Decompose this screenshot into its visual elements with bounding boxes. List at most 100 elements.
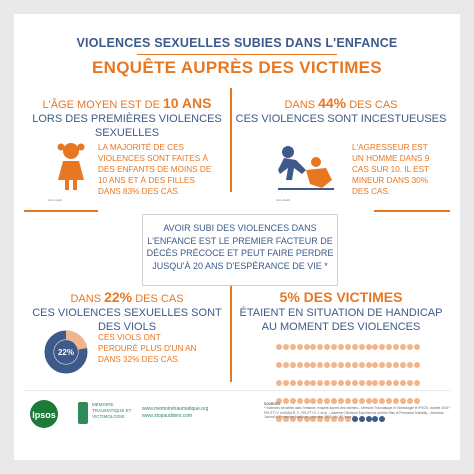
dot xyxy=(338,362,345,368)
horizontal-divider-left xyxy=(24,210,98,212)
dot xyxy=(344,362,351,368)
rape-heading-value: 22% xyxy=(104,289,133,305)
url-memoire[interactable]: www.memoiretraumatique.org xyxy=(142,406,209,412)
dot xyxy=(358,344,365,350)
dot xyxy=(276,380,282,386)
dot xyxy=(358,362,365,368)
dot xyxy=(289,416,296,422)
dot xyxy=(400,398,407,404)
dot xyxy=(400,362,407,368)
dot-highlight xyxy=(372,416,379,422)
dot xyxy=(365,380,372,386)
incest-heading-suffix: DES CAS xyxy=(346,99,398,111)
dot xyxy=(303,380,310,386)
dot xyxy=(324,380,331,386)
dot xyxy=(276,416,282,422)
dot xyxy=(303,398,310,404)
dot xyxy=(289,344,296,350)
url-stop[interactable]: www.stopauddeni.com xyxy=(142,413,193,419)
dot xyxy=(351,362,358,368)
dot xyxy=(331,362,338,368)
vertical-divider-bottom xyxy=(230,284,232,382)
age-heading-value: 10 ANS xyxy=(162,95,212,111)
dot xyxy=(372,344,379,350)
dot xyxy=(331,398,338,404)
dot xyxy=(296,362,303,368)
dot xyxy=(393,398,400,404)
dot xyxy=(413,344,420,350)
memoire-logo-text: MÉMOIRE TRAUMATIQUE ET VICTIMOLOGIE xyxy=(92,402,132,419)
sources-title: SOURCES xyxy=(264,402,280,406)
dot xyxy=(317,398,324,404)
dot xyxy=(351,344,358,350)
dot xyxy=(393,344,400,350)
dot xyxy=(351,398,358,404)
dot xyxy=(365,362,372,368)
dot xyxy=(344,398,351,404)
incest-stat-text: L'AGRESSEUR EST UN HOMME DANS 9 CAS SUR … xyxy=(352,143,430,196)
dot xyxy=(303,416,310,422)
dot xyxy=(324,416,331,422)
age-heading-line-2: LORS DES PREMIÈRES VIOLENCES SEXUELLES xyxy=(32,113,222,139)
dot xyxy=(310,416,317,422)
dot xyxy=(296,416,303,422)
dot xyxy=(393,362,400,368)
dot xyxy=(379,362,386,368)
incest-heading-line-2: CES VIOLENCES SONT INCESTUEUSES xyxy=(235,113,447,125)
dot xyxy=(386,344,393,350)
dot-highlight xyxy=(379,416,386,422)
dot xyxy=(282,416,289,422)
dot xyxy=(331,344,338,350)
key-statement-box: AVOIR SUBI DES VIOLENCES DANS L'ENFANCE … xyxy=(142,214,338,286)
donut-label: 22% xyxy=(58,348,74,357)
dot xyxy=(317,362,324,368)
dot xyxy=(289,362,296,368)
incest-heading-value: 44% xyxy=(318,95,347,111)
vertical-divider-top xyxy=(230,88,232,192)
panel-incest-heading: DANS 44% DES CAS CES VIOLENCES SONT INCE… xyxy=(232,96,450,126)
rape-heading-suffix: DES CAS xyxy=(132,293,184,305)
dot xyxy=(406,362,413,368)
dot xyxy=(310,380,317,386)
dot-highlight xyxy=(351,416,358,422)
handicap-dot-grid xyxy=(276,338,426,428)
dot xyxy=(338,398,345,404)
dot xyxy=(282,362,289,368)
dot xyxy=(276,398,282,404)
memoire-logo-icon xyxy=(78,402,88,424)
incest-heading-prefix: DANS xyxy=(284,99,319,111)
dot xyxy=(413,362,420,368)
dot xyxy=(303,362,310,368)
rape-heading-prefix: DANS xyxy=(70,293,105,305)
dot xyxy=(379,398,386,404)
panel-rape-heading: DANS 22% DES CAS CES VIOLENCES SEXUELLES… xyxy=(24,290,230,334)
dot xyxy=(338,380,345,386)
dot xyxy=(317,416,324,422)
dot xyxy=(317,344,324,350)
dot xyxy=(379,344,386,350)
dot xyxy=(296,380,303,386)
rape-donut-chart: 22% xyxy=(44,330,88,374)
sources-text: * Violences sexuelles dans l'enfance, en… xyxy=(264,406,451,420)
dot xyxy=(400,344,407,350)
dot xyxy=(365,344,372,350)
dot xyxy=(317,380,324,386)
donut-highlight-arc xyxy=(65,330,88,351)
dot xyxy=(276,344,282,350)
girl-icon-credit: Icon credit xyxy=(48,198,62,202)
dot xyxy=(406,344,413,350)
handicap-heading-value: 5% xyxy=(279,289,300,305)
infographic-page: VIOLENCES SEXUELLES SUBIES DANS L'ENFANC… xyxy=(14,14,460,460)
panel-handicap-heading: 5% DES VICTIMES ÉTAIENT EN SITUATION DE … xyxy=(232,290,450,334)
handicap-heading-line-3: AU MOMENT DES VIOLENCES xyxy=(261,321,421,333)
handicap-heading-line-2: ÉTAIENT EN SITUATION DE HANDICAP xyxy=(239,307,443,319)
dot xyxy=(413,398,420,404)
dot-highlight xyxy=(365,416,372,422)
dot xyxy=(344,344,351,350)
dot xyxy=(406,380,413,386)
dot xyxy=(282,380,289,386)
dot xyxy=(310,344,317,350)
dot xyxy=(344,416,351,422)
dot xyxy=(282,398,289,404)
handicap-heading-suffix: DES VICTIMES xyxy=(299,289,403,305)
